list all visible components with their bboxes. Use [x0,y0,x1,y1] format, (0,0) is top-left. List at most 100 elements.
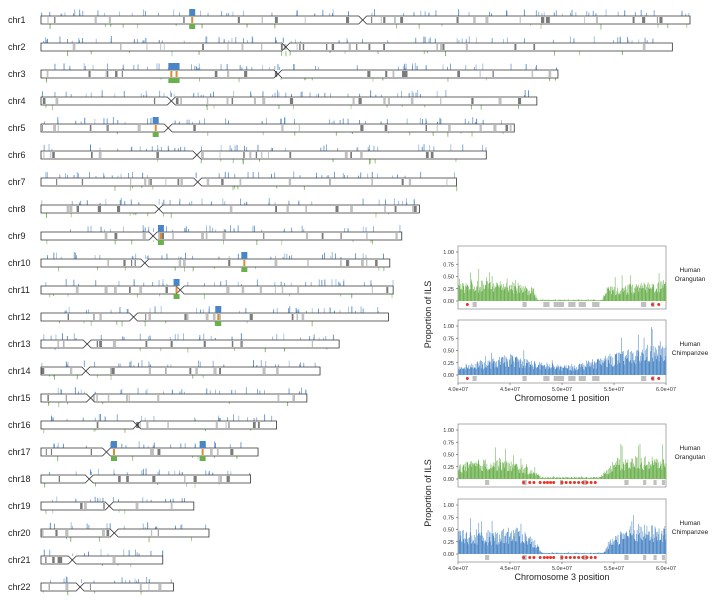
ils-bar [527,362,529,375]
ils-bar [631,462,632,479]
ils-bar [534,540,536,554]
ils-bar [580,553,582,554]
significance-dot [465,377,469,380]
ils-hc-tick [179,391,181,394]
chromosome-outline [40,96,538,106]
ils-bar [510,533,511,554]
ils-bar [462,529,464,554]
ils-hc-tick [129,580,131,583]
ils-bar [619,294,621,301]
gap-marker [578,376,586,381]
chromosome-label: chr8 [8,204,26,214]
gap-band [401,179,404,185]
gap-band [136,422,140,428]
ils-hc-tick [323,337,324,340]
ils-bar [514,466,515,479]
ils-bar [557,552,559,554]
gap-band [97,206,101,212]
ils-hc-tick [320,147,322,151]
ils-hc-tick [420,10,422,16]
gap-band [394,17,396,23]
ils-hc-tick [200,309,201,313]
ils-bar [528,291,529,301]
ils-bar [602,362,603,375]
ils-bar [480,291,482,301]
gap-band [145,314,147,320]
ils-bar [594,553,596,554]
ils-ho-hotspot [173,294,180,299]
ils-bar [486,468,487,479]
ils-bar [499,541,501,554]
ils-bar [583,364,585,375]
ils-hc-tick [178,256,180,259]
ils-bar [555,553,557,554]
ils-bar [491,465,493,479]
ils-bar [465,363,467,375]
x-tick-label: 6.0e+07 [656,566,676,572]
ils-hc-tick [592,11,594,16]
ils-bar [521,364,522,375]
ils-hc-tick [184,498,185,502]
ils-hc-tick [138,202,140,205]
ils-bar [621,289,622,301]
ils-bar [664,284,666,301]
gap-marker [661,480,665,485]
ils-bar [618,544,620,554]
ils-ho-tick [238,78,240,83]
ils-hc-tick [79,40,80,43]
significance-dot [577,556,581,559]
ils-bar [559,366,561,375]
ils-bar [632,535,633,554]
ils-bar [494,463,496,479]
ils-bar [483,540,485,554]
ils-bar [659,540,661,554]
ils-hc-tick [206,36,208,43]
y-tick-label: 0.75 [443,440,454,446]
ils-bar [631,521,633,554]
gap-band [346,17,350,23]
ils-hc-tick [213,91,214,97]
ils-bar [643,537,644,554]
ils-bar [529,537,530,554]
ils-bar [635,288,637,301]
ils-bar [546,477,548,479]
ils-bar [514,286,516,301]
ils-bar [642,540,643,554]
ils-bar [543,365,545,375]
ils-bar [476,368,477,375]
ils-hc-tick [214,337,216,340]
ils-hc-tick [173,93,175,97]
ils-hc-tick [237,281,239,286]
ils-bar [581,553,582,554]
gap-band [148,368,151,374]
ils-bar [505,286,506,301]
ils-bar [547,369,549,375]
gap-band [289,152,292,158]
ils-ho-tick [152,186,154,190]
gap-band [184,476,186,482]
ils-bar [567,477,569,479]
ils-bar [484,284,486,301]
ils-bar [468,365,469,375]
ils-bar [565,365,567,375]
ils-hc-tick [228,12,229,16]
ils-bar [507,361,508,375]
ils-bar [584,369,585,375]
ils-bar [631,286,632,301]
gap-band [659,17,663,23]
ils-bar [610,286,612,301]
ils-bar [494,285,496,301]
ils-bar [551,478,553,479]
ils-bar [513,529,514,554]
ils-hc-tick [116,414,118,421]
ils-bar [623,533,625,554]
ils-hc-tick [184,443,186,448]
gap-marker [641,376,647,381]
ils-hc-tick [52,417,54,421]
ils-hc-tick [90,469,91,475]
ils-bar [649,540,651,554]
y-tick-label: 0.25 [443,287,454,293]
ils-bar [595,477,597,479]
panel-label: Human [680,341,701,348]
ils-hc-tick [227,470,229,475]
